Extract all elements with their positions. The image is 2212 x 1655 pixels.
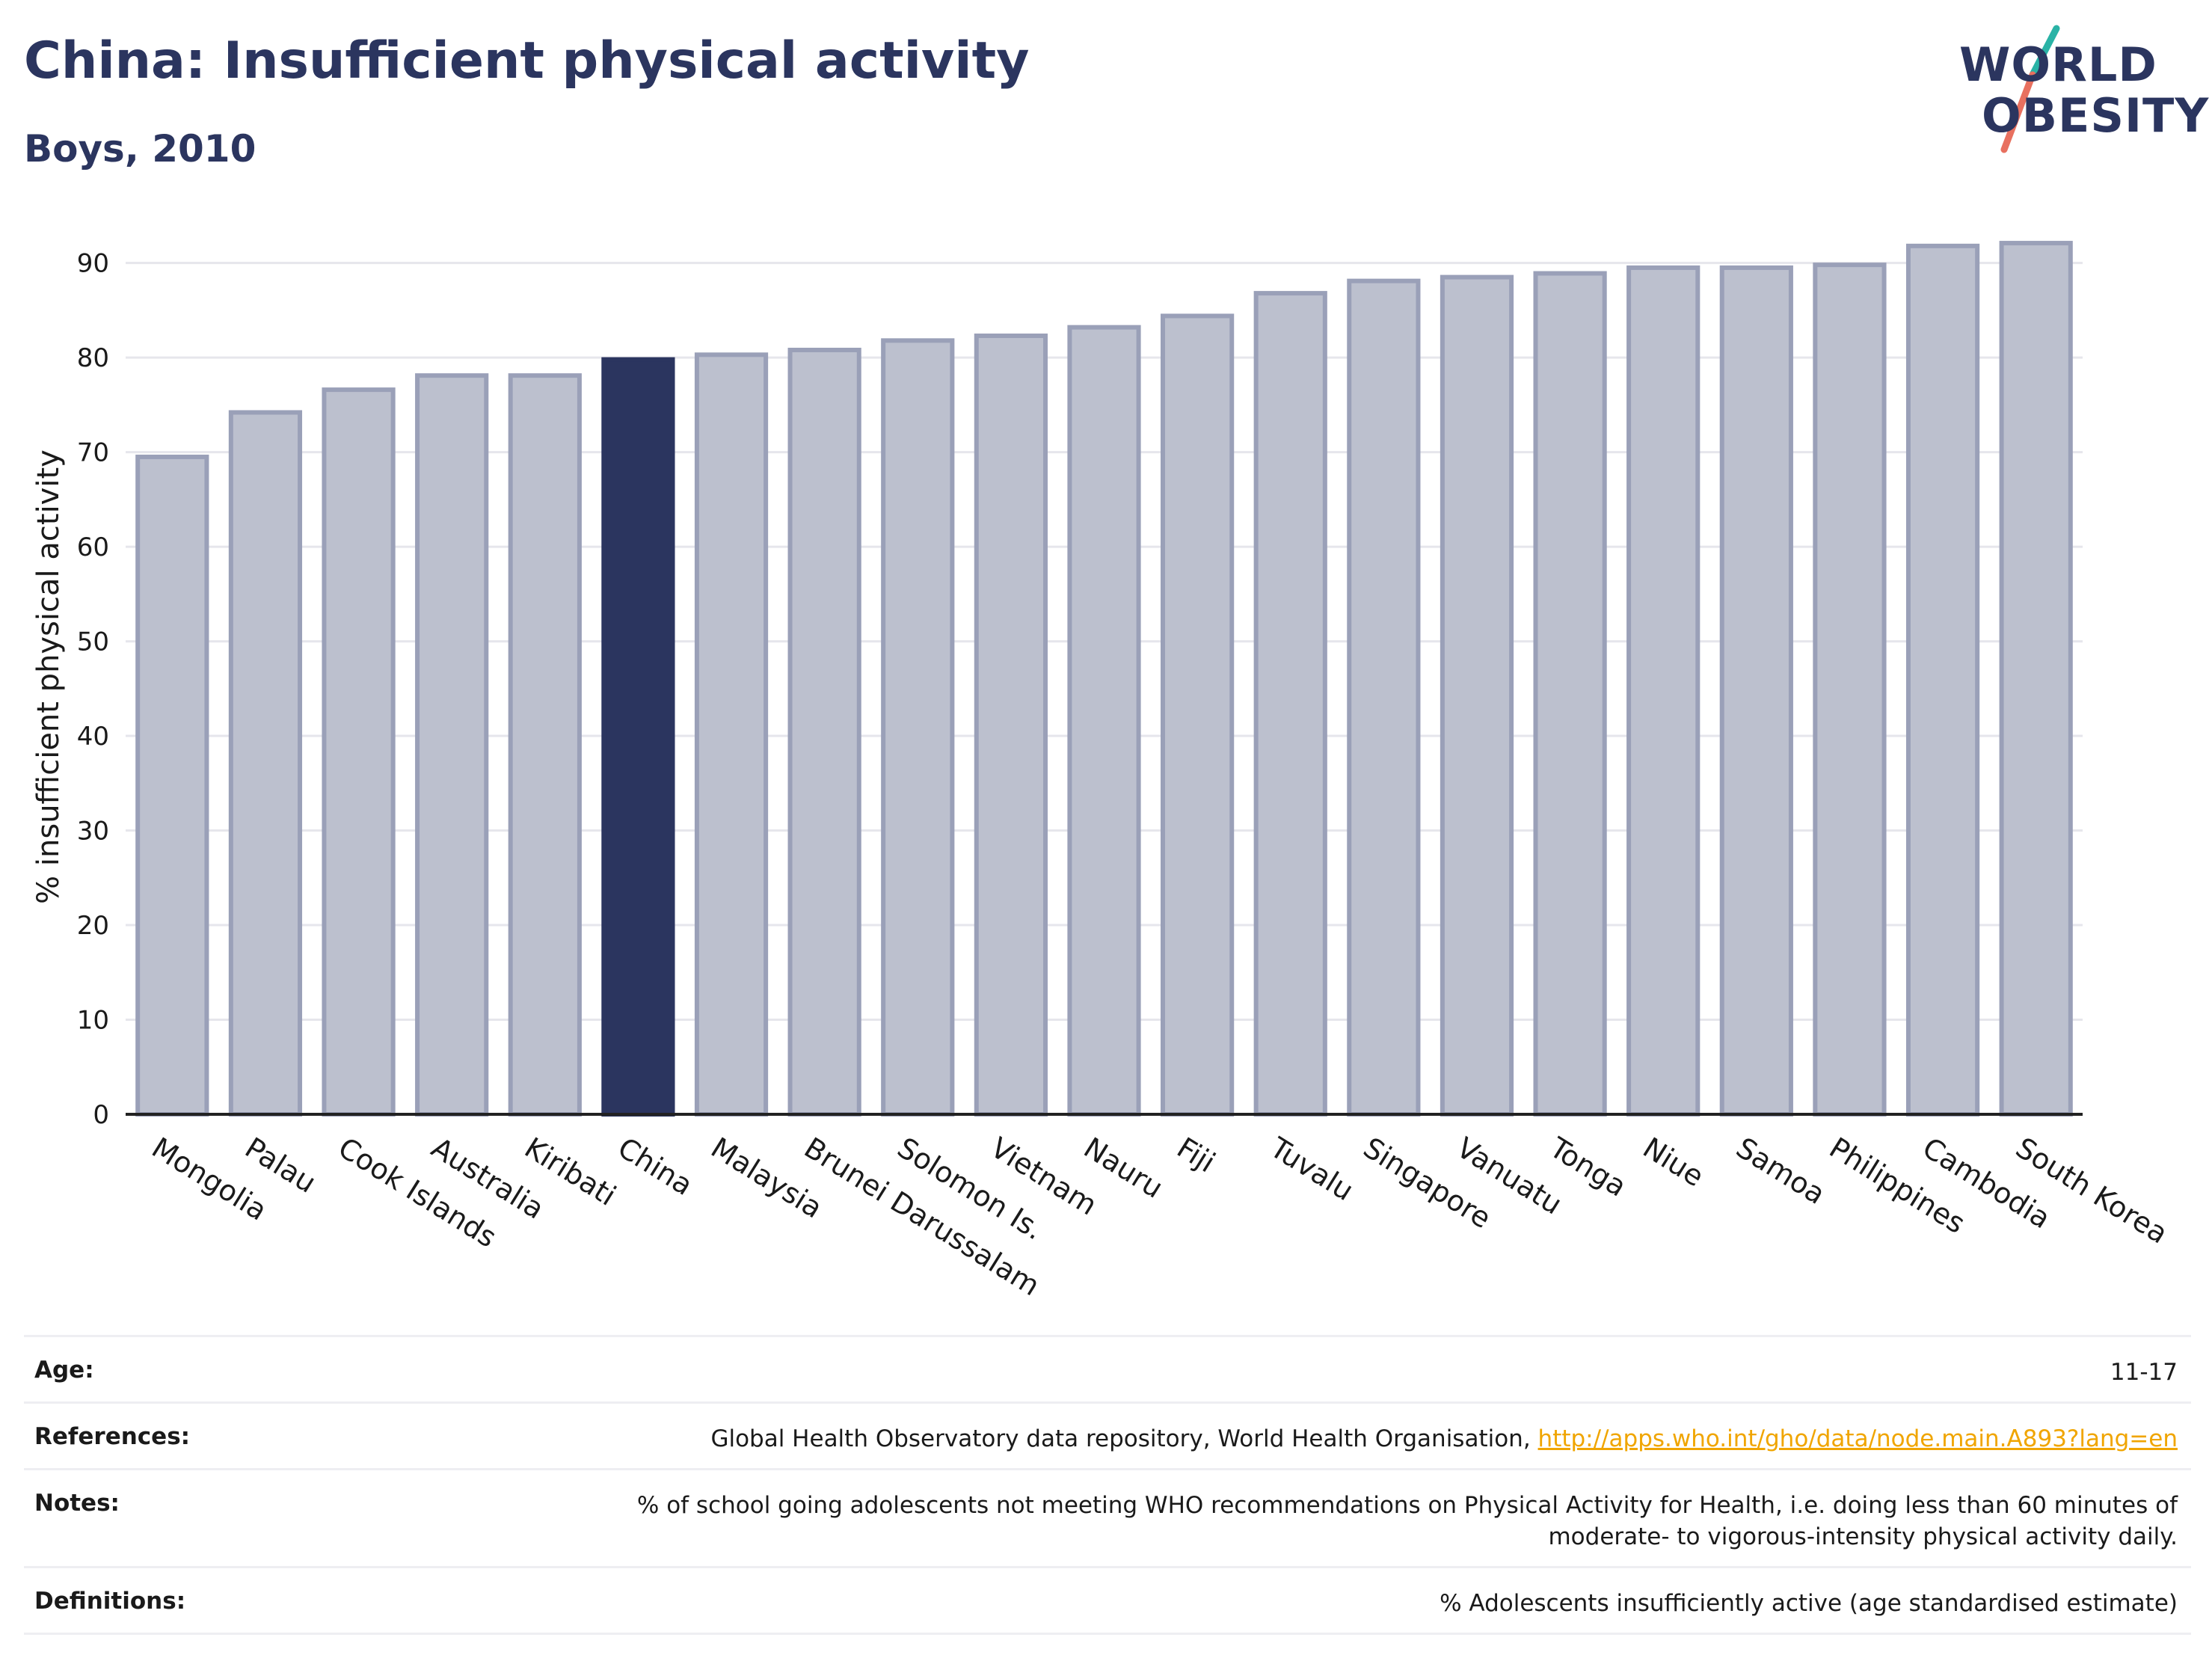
y-tick-label: 50 bbox=[77, 627, 109, 657]
bar bbox=[1905, 243, 1980, 1117]
age-value: 11-17 bbox=[2110, 1359, 2178, 1386]
notes-value: % of school going adolescents not meetin… bbox=[636, 1492, 2178, 1550]
bar bbox=[1067, 325, 1141, 1117]
bar bbox=[1440, 274, 1514, 1117]
chart-subtitle: Boys, 2010 bbox=[24, 127, 256, 171]
logo-slash-icon bbox=[2000, 25, 2060, 153]
bar bbox=[135, 454, 209, 1117]
world-obesity-logo: WORLD OBESITY bbox=[1944, 22, 2208, 157]
meta-row-references: References: Global Health Observatory da… bbox=[24, 1401, 2191, 1468]
y-tick-label: 80 bbox=[77, 343, 109, 373]
notes-label: Notes: bbox=[34, 1490, 120, 1517]
bar bbox=[508, 373, 582, 1117]
bar bbox=[601, 357, 675, 1117]
bar bbox=[1813, 262, 1887, 1117]
meta-row-notes: Notes: % of school going adolescents not… bbox=[24, 1468, 2191, 1566]
references-value: Global Health Observatory data repositor… bbox=[24, 1404, 2191, 1468]
definitions-label: Definitions: bbox=[34, 1588, 186, 1615]
x-tick-label: Niue bbox=[1637, 1131, 1709, 1193]
bar bbox=[1626, 265, 1701, 1117]
meta-row-definitions: Definitions: % Adolescents insufficientl… bbox=[24, 1566, 2191, 1635]
definitions-value: % Adolescents insufficiently active (age… bbox=[1440, 1590, 2178, 1617]
bar bbox=[322, 387, 396, 1117]
bar bbox=[1999, 241, 2073, 1117]
bar bbox=[1253, 291, 1327, 1117]
y-axis-label: % insufficient physical activity bbox=[31, 449, 66, 904]
y-tick-label: 40 bbox=[77, 722, 109, 752]
bar bbox=[694, 352, 769, 1117]
bar bbox=[228, 410, 303, 1117]
meta-row-age: Age: 11-17 bbox=[24, 1335, 2191, 1401]
x-tick-label: China bbox=[612, 1131, 698, 1202]
bar bbox=[974, 334, 1048, 1117]
chart-title: China: Insufficient physical activity bbox=[24, 31, 1030, 90]
bar bbox=[787, 347, 861, 1117]
metadata-table: Age: 11-17 References: Global Health Obs… bbox=[24, 1335, 2191, 1635]
x-tick-label: Samoa bbox=[1730, 1131, 1831, 1211]
bar bbox=[1347, 278, 1421, 1117]
y-tick-label: 20 bbox=[77, 911, 109, 941]
bar-chart: 0 10 20 30 40 50 60 70 80 90 % insufficient physic… bbox=[31, 241, 2174, 1301]
logo-line1: WORLD bbox=[1959, 37, 2157, 92]
x-tick-label: Fiji bbox=[1171, 1131, 1220, 1179]
references-label: References: bbox=[34, 1423, 191, 1450]
bar bbox=[415, 373, 489, 1117]
y-tick-label: 30 bbox=[77, 817, 109, 847]
x-tick-label: Tuvalu bbox=[1264, 1131, 1360, 1207]
y-tick-label: 90 bbox=[77, 249, 109, 279]
x-tick-label: Cook Islands bbox=[333, 1131, 503, 1253]
y-tick-label: 10 bbox=[77, 1006, 109, 1036]
y-tick-label: 0 bbox=[93, 1100, 109, 1130]
y-tick-label: 60 bbox=[77, 532, 109, 562]
logo-line2: OBESITY bbox=[1982, 88, 2210, 143]
bar bbox=[1719, 265, 1793, 1117]
bar bbox=[881, 338, 955, 1117]
y-tick-label: 70 bbox=[77, 438, 109, 468]
bar bbox=[1533, 271, 1607, 1117]
age-label: Age: bbox=[34, 1357, 94, 1384]
references-link[interactable]: http://apps.who.int/gho/data/node.main.A… bbox=[1537, 1425, 2178, 1452]
bar bbox=[1161, 313, 1235, 1117]
references-text: Global Health Observatory data repositor… bbox=[710, 1425, 1538, 1452]
